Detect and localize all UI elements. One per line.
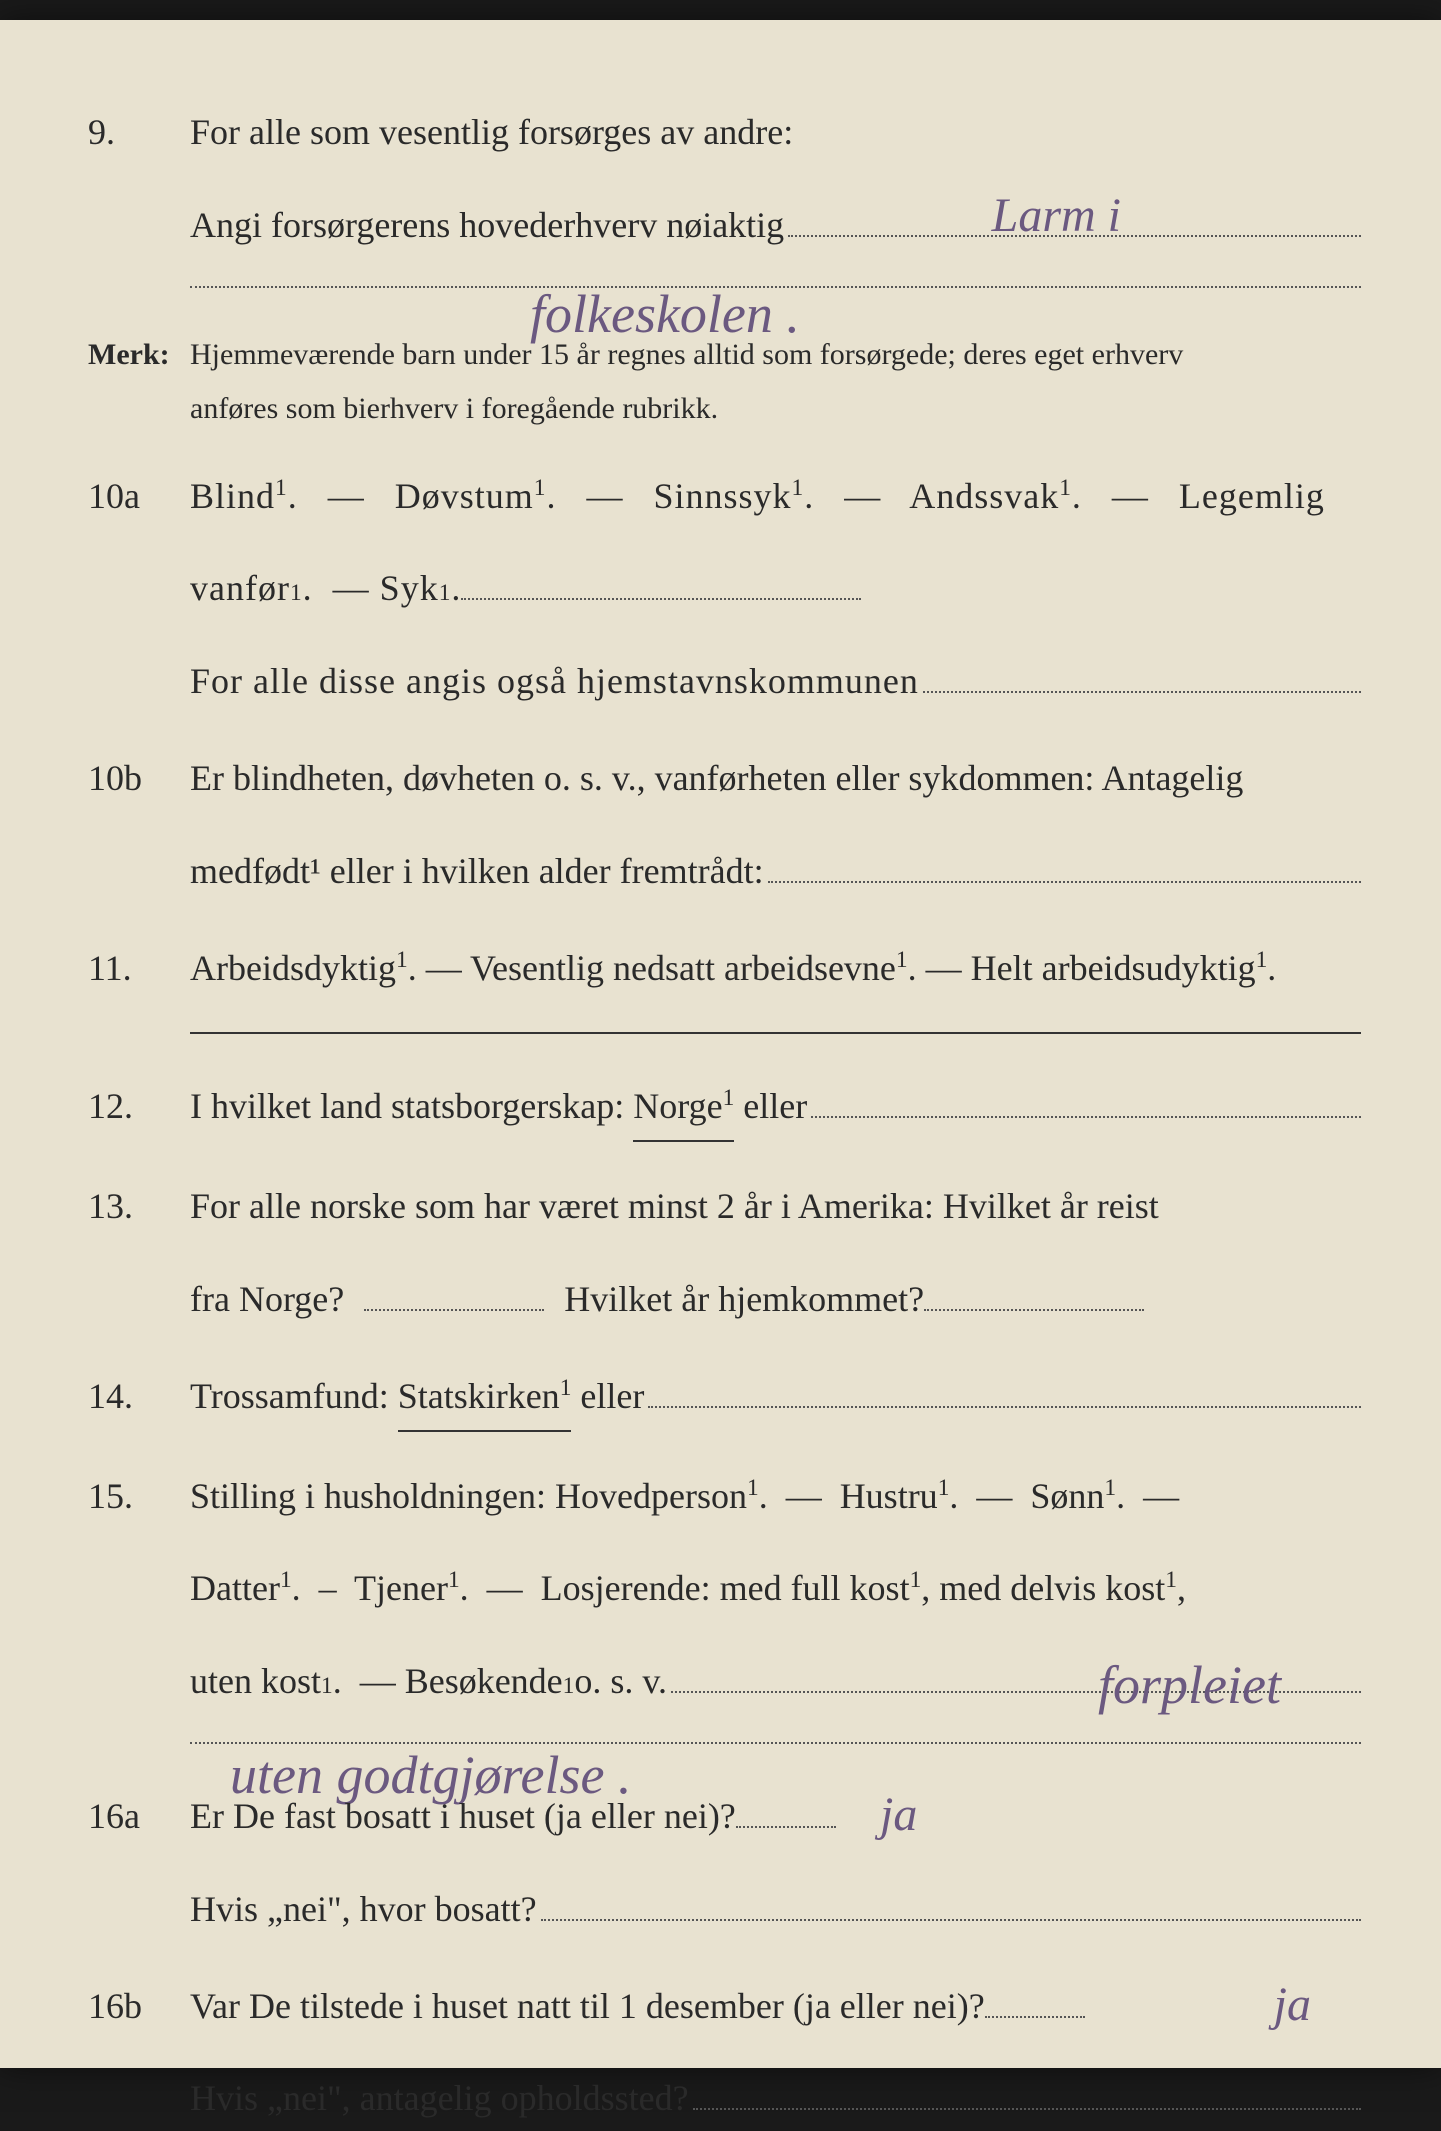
q10a-line1: Blind1. — Døvstum1. — Sinnssyk1. — Andss… [190,464,1361,529]
q14-text1: Trossamfund: [190,1364,389,1429]
q11-c: Helt arbeidsudyktig [971,948,1256,988]
q16a-content: Er De fast bosatt i huset (ja eller nei)… [190,1784,1361,1942]
q11-b: Vesentlig nedsatt arbeidsevne [470,948,896,988]
q14-statskirken: Statskirken [398,1376,560,1416]
q16b-handwriting: ja [1274,1962,1311,2048]
q15-2b: Tjener [354,1568,448,1608]
q16b-line1-wrap: Var De tilstede i huset natt til 1 desem… [190,1974,1361,2039]
q16b-line1: Var De tilstede i huset natt til 1 desem… [190,1974,985,2039]
q14-number: 14. [80,1364,190,1432]
q14-text2: eller [580,1364,644,1429]
q13-number: 13. [80,1174,190,1332]
question-10a: 10a Blind1. — Døvstum1. — Sinnssyk1. — A… [80,464,1361,714]
q15-1b: Hustru [840,1476,938,1516]
q15-line2: Datter1. – Tjener1. — Losjerende: med fu… [190,1556,1361,1621]
q9-handwriting-1: Larm i [992,173,1121,259]
q16b-content: Var De tilstede i huset natt til 1 desem… [190,1974,1361,2131]
q9-line2: Angi forsørgerens hovederhverv nøiaktig [190,193,784,258]
q15-3a: uten kost [190,1649,321,1714]
q15-2a: Datter [190,1568,280,1608]
q10b-content: Er blindheten, døvheten o. s. v., vanfør… [190,746,1361,904]
q16b-number: 16b [80,1974,190,2131]
question-16b: 16b Var De tilstede i huset natt til 1 d… [80,1974,1361,2131]
q10a-syk: Syk [380,556,439,621]
merk-text2: anføres som bierhverv i foregående rubri… [190,382,1361,436]
q11-number: 11. [80,936,190,1001]
q15-line4: uten godtgjørelse . [190,1742,1361,1752]
q13-line2b: Hvilket år hjemkommet? [564,1267,924,1332]
q16a-number: 16a [80,1784,190,1942]
merk-label: Merk: [80,328,190,436]
q10a-blind: Blind [190,476,275,516]
q15-1c: Sønn [1030,1476,1104,1516]
q10b-line1: Er blindheten, døvheten o. s. v., vanfør… [190,746,1361,811]
q10a-number: 10a [80,464,190,714]
q12-norge: Norge [633,1086,722,1126]
q9-line2-wrap: Angi forsørgerens hovederhverv nøiaktig … [190,193,1361,258]
q12-text1: I hvilket land statsborgerskap: [190,1074,624,1139]
question-14: 14. Trossamfund: Statskirken1 eller [80,1364,1361,1432]
q9-content: For alle som vesentlig forsørges av andr… [190,100,1361,296]
q11-a: Arbeidsdyktig [190,948,396,988]
q15-3b: Besøkende [405,1649,563,1714]
q10a-vanfor: vanfør [190,556,290,621]
q10a-sinnsyk: Sinnssyk [653,476,791,516]
q15-handwriting-1: forpleiet [1098,1637,1281,1734]
q10b-line2: medfødt¹ eller i hvilken alder fremtrådt… [190,839,764,904]
merk-content: Hjemmeværende barn under 15 år regnes al… [190,328,1361,436]
q9-number: 9. [80,100,190,296]
q15-content: Stilling i husholdningen: Hovedperson1. … [190,1464,1361,1752]
q16a-line2: Hvis „nei", hvor bosatt? [190,1877,537,1942]
q15-3c: o. s. v. [574,1649,667,1714]
q15-1a: Stilling i husholdningen: Hovedperson [190,1476,747,1516]
q15-2d: med delvis kost [939,1568,1165,1608]
q14-content: Trossamfund: Statskirken1 eller [190,1364,1361,1432]
q16a-line1: Er De fast bosatt i huset (ja eller nei)… [190,1784,736,1849]
q15-2c: Losjerende: med full kost [541,1568,910,1608]
q10b-line2-wrap: medfødt¹ eller i hvilken alder fremtrådt… [190,839,1361,904]
merk-text1: Hjemmeværende barn under 15 år regnes al… [190,328,1361,382]
q12-number: 12. [80,1074,190,1142]
q13-line1: For alle norske som har været minst 2 år… [190,1174,1361,1239]
merk-note: Merk: Hjemmeværende barn under 15 år reg… [80,328,1361,436]
question-9: 9. For alle som vesentlig forsørges av a… [80,100,1361,296]
q9-line3-wrap: folkeskolen . [190,286,1361,296]
q10b-number: 10b [80,746,190,904]
q10a-content: Blind1. — Døvstum1. — Sinnssyk1. — Andss… [190,464,1361,714]
q15-line3: uten kost1. — Besøkende1 o. s. v. forple… [190,1649,1361,1714]
q15-line1: Stilling i husholdningen: Hovedperson1. … [190,1464,1361,1529]
question-12: 12. I hvilket land statsborgerskap: Norg… [80,1074,1361,1142]
q13-line2a: fra Norge? [190,1267,344,1332]
q10a-line2: vanfør1. — Syk1. [190,556,1361,621]
question-10b: 10b Er blindheten, døvheten o. s. v., va… [80,746,1361,904]
question-13: 13. For alle norske som har været minst … [80,1174,1361,1332]
q12-text2: eller [743,1074,807,1139]
q11-content: Arbeidsdyktig1. — Vesentlig nedsatt arbe… [190,936,1361,1001]
q16a-line2-wrap: Hvis „nei", hvor bosatt? [190,1877,1361,1942]
q10a-line3: For alle disse angis også hjemstavnskomm… [190,649,919,714]
q16b-line2: Hvis „nei", antagelig opholdssted? [190,2066,689,2131]
section-divider [190,1032,1361,1034]
q16a-line1-wrap: Er De fast bosatt i huset (ja eller nei)… [190,1784,1361,1849]
question-11: 11. Arbeidsdyktig1. — Vesentlig nedsatt … [80,936,1361,1001]
question-16a: 16a Er De fast bosatt i huset (ja eller … [80,1784,1361,1942]
q10a-line3-wrap: For alle disse angis også hjemstavnskomm… [190,649,1361,714]
q15-number: 15. [80,1464,190,1752]
q16b-line2-wrap: Hvis „nei", antagelig opholdssted? [190,2066,1361,2131]
q12-content: I hvilket land statsborgerskap: Norge1 e… [190,1074,1361,1142]
q10a-andsvak: Andssvak [909,476,1059,516]
q16a-handwriting: ja [880,1772,917,1858]
document-page: 9. For alle som vesentlig forsørges av a… [0,20,1441,2068]
q10a-dovstum: Døvstum [395,476,534,516]
q13-line2-wrap: fra Norge? Hvilket år hjemkommet? [190,1267,1361,1332]
question-15: 15. Stilling i husholdningen: Hovedperso… [80,1464,1361,1752]
q10a-legemlig: Legemlig [1179,476,1325,516]
q13-content: For alle norske som har været minst 2 år… [190,1174,1361,1332]
q9-line1: For alle som vesentlig forsørges av andr… [190,100,1361,165]
